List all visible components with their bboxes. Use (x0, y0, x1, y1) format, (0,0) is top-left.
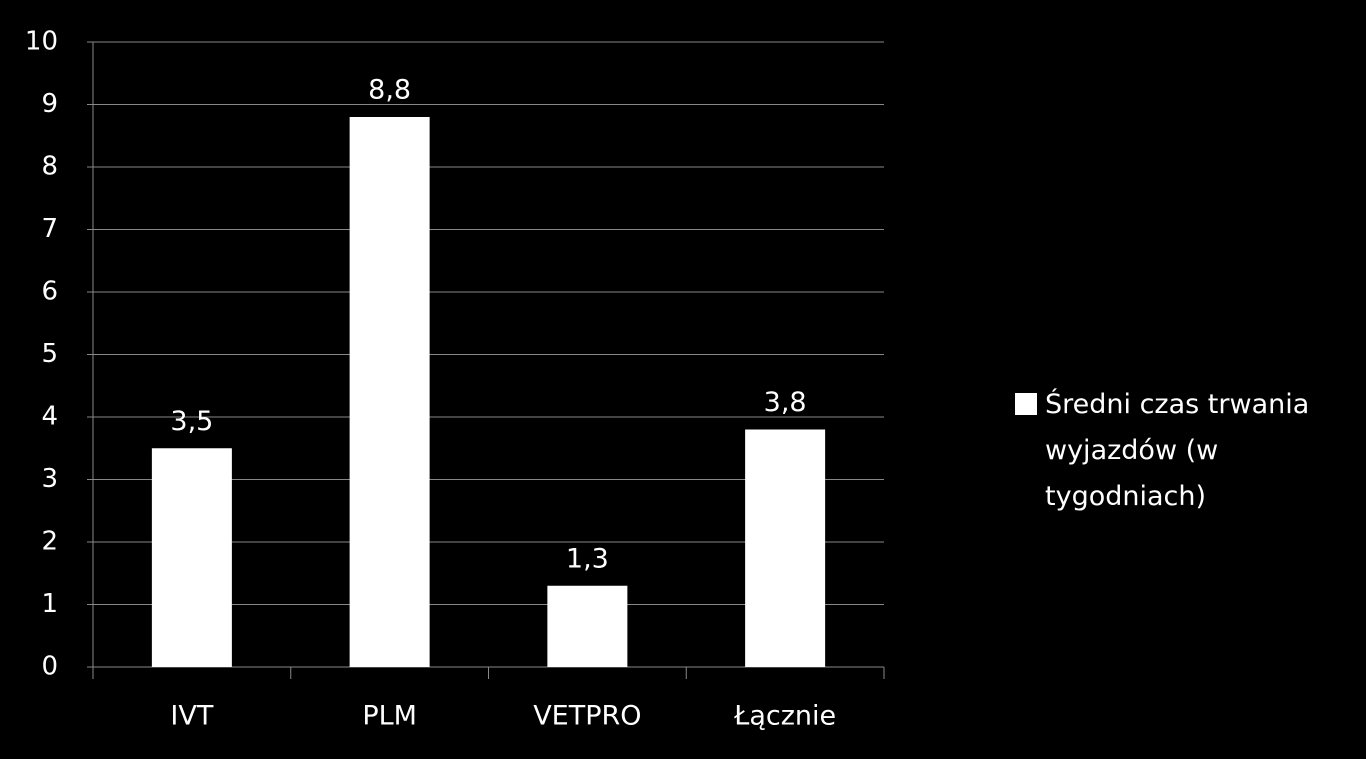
y-tick-label: 3 (41, 464, 58, 494)
data-label: 3,5 (170, 406, 213, 437)
y-tick-label: 10 (25, 27, 58, 57)
legend-label: Średni czas trwania wyjazdów (w tygodnia… (1045, 389, 1310, 512)
legend-swatch (1015, 393, 1037, 415)
y-tick-label: 1 (41, 589, 58, 619)
data-label: 1,3 (566, 543, 609, 574)
y-tick-label: 4 (41, 402, 58, 432)
y-tick-label: 8 (41, 152, 58, 182)
bar (151, 448, 232, 667)
data-label: 8,8 (368, 75, 411, 106)
x-tick-label: Łącznie (733, 701, 836, 732)
bar (349, 117, 430, 667)
y-tick-label: 9 (41, 89, 58, 119)
x-tick-label: PLM (362, 701, 417, 732)
x-tick-label: VETPRO (533, 701, 641, 732)
bar (745, 429, 826, 667)
x-tick-label: IVT (170, 701, 213, 732)
y-tick-label: 6 (41, 277, 58, 307)
y-tick-label: 0 (41, 652, 58, 682)
y-tick-label: 7 (41, 214, 58, 244)
y-tick-label: 2 (41, 527, 58, 557)
bar (547, 585, 628, 667)
data-label: 3,8 (764, 387, 807, 418)
y-tick-label: 5 (41, 339, 58, 369)
